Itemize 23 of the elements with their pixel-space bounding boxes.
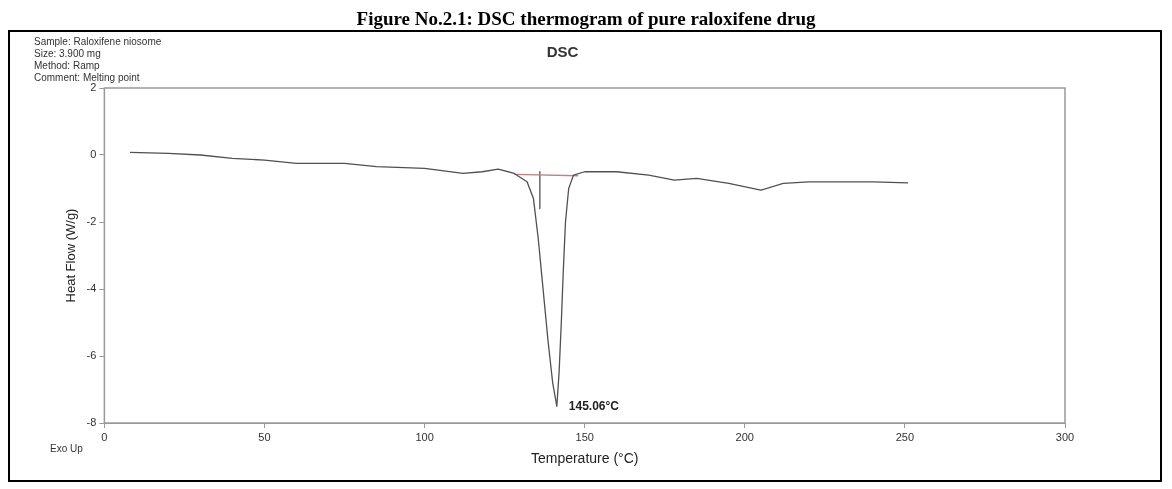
x-tick-label: 0	[101, 430, 108, 443]
y-tick-label: 0	[90, 148, 97, 161]
y-axis-title: Heat Flow (W/g)	[63, 208, 79, 303]
y-tick-label: -4	[86, 282, 97, 295]
text: Sample: Raloxifene niosome	[34, 36, 162, 48]
text: Figure No.2.1: DSC thermogram of pure raloxifene drug	[355, 8, 817, 30]
x-tick-label: 150	[575, 430, 594, 443]
chart-title: DSC	[546, 43, 579, 61]
y-tick-label: -2	[86, 215, 97, 228]
x-tick-label: 250	[895, 430, 915, 443]
text: Size: 3.900 mg	[34, 48, 102, 60]
y-tick-label: -8	[86, 416, 97, 429]
y-tick-label: 2	[90, 81, 97, 94]
x-tick-label: 200	[735, 430, 754, 443]
text: Comment: Melting point	[34, 72, 141, 83]
x-tick-label: 100	[415, 430, 434, 443]
annotation: 145.06°C	[568, 398, 620, 413]
x-tick-label: 300	[1055, 430, 1075, 443]
x-axis-title: Temperature (°C)	[530, 450, 639, 467]
x-tick-label: 50	[258, 430, 271, 443]
text: Exo Up	[50, 443, 83, 454]
text: Method: Ramp	[34, 60, 101, 72]
y-tick-label: -6	[86, 349, 97, 362]
